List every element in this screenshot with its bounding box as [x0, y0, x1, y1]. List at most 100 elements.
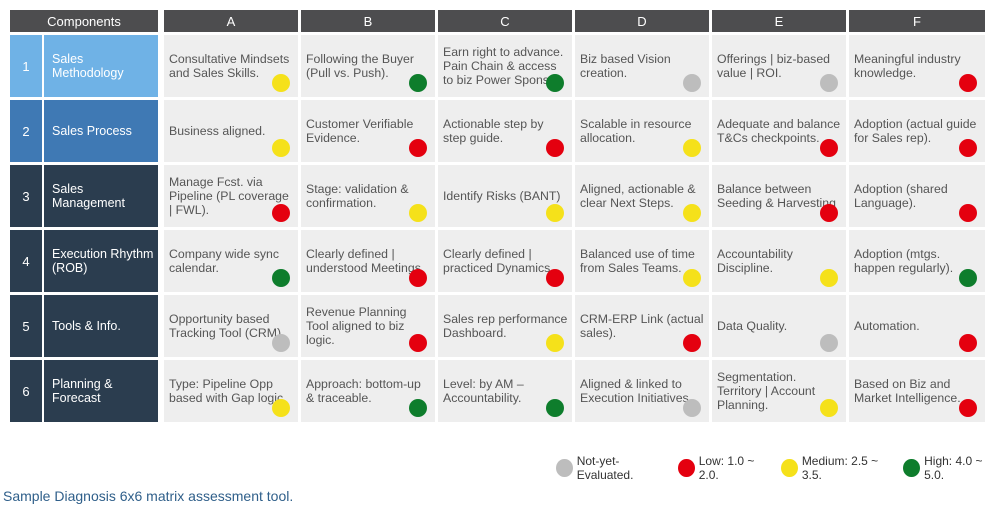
assessment-matrix: Components A B C D E F 1 Sales Methodolog…	[10, 10, 986, 425]
rating-dot-yellow-icon	[820, 269, 838, 287]
matrix-row: 3 Sales Management Manage Fcst. via Pipeli…	[10, 165, 986, 227]
cell-text: Meaningful industry knowledge.	[854, 52, 961, 80]
matrix-cell: Level: by AM – Accountability.	[438, 360, 572, 422]
rating-dot-gray-icon	[820, 334, 838, 352]
cell-text: Opportunity based Tracking Tool (CRM)	[169, 312, 282, 340]
row-header: 6 Planning & Forecast	[10, 360, 158, 422]
matrix-cell: Adoption (actual guide for Sales rep).	[849, 100, 985, 162]
matrix-cell: Aligned, actionable & clear Next Steps.	[575, 165, 709, 227]
matrix-cell: Accountability Discipline.	[712, 230, 846, 292]
cell-text: Based on Biz and Market Intelligence.	[854, 377, 961, 405]
rating-dot-gray-icon	[272, 334, 290, 352]
rating-dot-red-icon	[820, 139, 838, 157]
rating-dot-red-icon	[683, 334, 701, 352]
legend-label: High: 4.0 ~ 5.0.	[924, 454, 983, 482]
cell-text: Sales rep performance Dashboard.	[443, 312, 568, 340]
matrix-cell: Automation.	[849, 295, 985, 357]
matrix-cell: Consultative Mindsets and Sales Skills.	[164, 35, 298, 97]
row-label: Tools & Info.	[52, 319, 121, 333]
matrix-row: 1 Sales Methodology Consultative Mindsets …	[10, 35, 986, 97]
components-header: Components	[10, 10, 158, 32]
matrix-cell: Balanced use of time from Sales Teams.	[575, 230, 709, 292]
matrix-cell: Type: Pipeline Opp based with Gap logic	[164, 360, 298, 422]
legend-label: Low: 1.0 ~ 2.0.	[698, 454, 755, 482]
column-header-b: B	[301, 10, 435, 32]
matrix-cell: Identify Risks (BANT)	[438, 165, 572, 227]
rating-dot-yellow-icon	[272, 139, 290, 157]
rating-dot-gray-icon	[683, 399, 701, 417]
legend-item: High: 4.0 ~ 5.0.	[903, 454, 1000, 482]
cell-text: Aligned, actionable & clear Next Steps.	[580, 182, 696, 210]
column-header-f: F	[849, 10, 985, 32]
matrix-cell: Following the Buyer (Pull vs. Push).	[301, 35, 435, 97]
cell-text: Segmentation. Territory | Account Planni…	[717, 370, 816, 412]
column-header-c: C	[438, 10, 572, 32]
matrix-cell: Based on Biz and Market Intelligence.	[849, 360, 985, 422]
cell-text: Clearly defined | practiced Dynamics	[443, 247, 551, 275]
matrix-cell: Earn right to advance. Pain Chain & acce…	[438, 35, 572, 97]
rating-dot-yellow-icon	[820, 399, 838, 417]
rating-dot-yellow-icon	[683, 204, 701, 222]
matrix-row: 5 Tools & Info. Opportunity based Tracking…	[10, 295, 986, 357]
rating-dot-green-icon	[409, 74, 427, 92]
rating-dot-red-icon	[820, 204, 838, 222]
legend-label: Not-yet-Evaluated.	[576, 454, 634, 482]
row-header: 4 Execution Rhythm (ROB)	[10, 230, 158, 292]
row-header: 5 Tools & Info.	[10, 295, 158, 357]
rating-dot-red-icon	[409, 139, 427, 157]
matrix-cell: Adoption (shared Language).	[849, 165, 985, 227]
rating-dot-gray-icon	[683, 74, 701, 92]
cell-text: Following the Buyer (Pull vs. Push).	[306, 52, 414, 80]
column-header-d: D	[575, 10, 709, 32]
row-label: Planning & Forecast	[52, 377, 113, 405]
cell-text: Offerings | biz-based value | ROI.	[717, 52, 831, 80]
matrix-rows: 1 Sales Methodology Consultative Mindsets …	[10, 35, 986, 422]
matrix-cell: Adoption (mtgs. happen regularly).	[849, 230, 985, 292]
row-number: 1	[10, 35, 44, 97]
matrix-cell: Segmentation. Territory | Account Planni…	[712, 360, 846, 422]
row-header: 3 Sales Management	[10, 165, 158, 227]
matrix-cell: Company wide sync calendar.	[164, 230, 298, 292]
matrix-cell: Balance between Seeding & Harvesting	[712, 165, 846, 227]
legend-item: Medium: 2.5 ~ 3.5.	[781, 454, 894, 482]
matrix-cell: Approach: bottom-up & traceable.	[301, 360, 435, 422]
matrix-cell: Opportunity based Tracking Tool (CRM)	[164, 295, 298, 357]
cell-text: Adoption (actual guide for Sales rep).	[854, 117, 977, 145]
legend-item: Not-yet-Evaluated.	[556, 454, 669, 482]
rating-dot-yellow-icon	[546, 334, 564, 352]
row-label: Sales Management	[52, 182, 125, 210]
cell-text: Scalable in resource allocation.	[580, 117, 692, 145]
legend-dot-gray-icon	[556, 459, 573, 477]
rating-dot-green-icon	[959, 269, 977, 287]
rating-dot-green-icon	[409, 399, 427, 417]
row-number: 2	[10, 100, 44, 162]
legend-dot-yellow-icon	[781, 459, 798, 477]
matrix-cell: Biz based Vision creation.	[575, 35, 709, 97]
rating-dot-red-icon	[959, 399, 977, 417]
cell-text: Company wide sync calendar.	[169, 247, 280, 275]
cell-text: Business aligned.	[169, 124, 266, 138]
row-number: 3	[10, 165, 44, 227]
cell-text: Stage: validation & confirmation.	[306, 182, 409, 210]
legend-dot-green-icon	[903, 459, 921, 477]
rating-dot-yellow-icon	[272, 74, 290, 92]
cell-text: Aligned & linked to Execution Initiative…	[580, 377, 689, 405]
rating-dot-red-icon	[409, 269, 427, 287]
row-header: 1 Sales Methodology	[10, 35, 158, 97]
matrix-cell: Scalable in resource allocation.	[575, 100, 709, 162]
cell-text: Adoption (shared Language).	[854, 182, 948, 210]
row-number: 6	[10, 360, 44, 422]
cell-text: Consultative Mindsets and Sales Skills.	[169, 52, 290, 80]
rating-dot-green-icon	[546, 399, 564, 417]
matrix-cell: Business aligned.	[164, 100, 298, 162]
row-header: 2 Sales Process	[10, 100, 158, 162]
row-label: Execution Rhythm (ROB)	[52, 247, 154, 275]
cell-text: Adequate and balance T&Cs checkpoints.	[717, 117, 841, 145]
rating-dot-green-icon	[272, 269, 290, 287]
legend-label: Medium: 2.5 ~ 3.5.	[801, 454, 879, 482]
matrix-cell: Aligned & linked to Execution Initiative…	[575, 360, 709, 422]
matrix-cell: Offerings | biz-based value | ROI.	[712, 35, 846, 97]
rating-dot-red-icon	[546, 139, 564, 157]
matrix-row: 4 Execution Rhythm (ROB) Company wide sync…	[10, 230, 986, 292]
rating-dot-red-icon	[959, 334, 977, 352]
